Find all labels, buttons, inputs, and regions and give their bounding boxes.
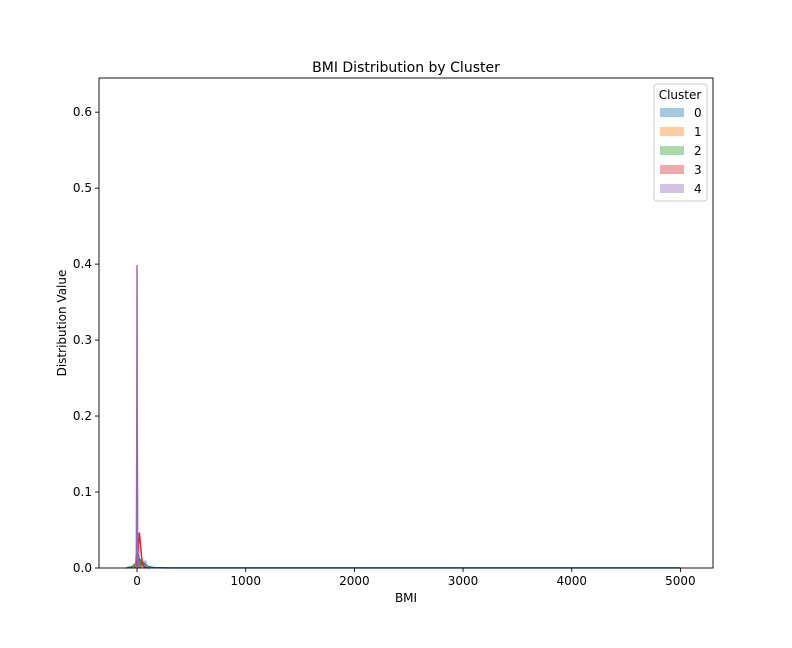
x-tick-label: 4000 bbox=[556, 574, 587, 588]
legend-swatch-3 bbox=[660, 165, 684, 174]
legend-label-3: 3 bbox=[694, 163, 702, 177]
hist-bar-2-1 bbox=[138, 563, 141, 568]
kde-line-4 bbox=[134, 264, 140, 569]
x-axis-ticks: 0 1000 2000 3000 4000 5000 bbox=[133, 568, 696, 588]
hist-bar-3-1 bbox=[139, 561, 142, 568]
y-tick-label: 0.3 bbox=[73, 333, 92, 347]
legend-label-0: 0 bbox=[694, 106, 702, 120]
x-tick-label: 2000 bbox=[339, 574, 370, 588]
legend-entries: 0 1 2 3 4 bbox=[660, 106, 702, 196]
legend-label-1: 1 bbox=[694, 125, 702, 139]
legend-swatch-0 bbox=[660, 108, 684, 117]
y-tick-label: 0.2 bbox=[73, 409, 92, 423]
legend-box bbox=[653, 83, 708, 202]
legend-swatch-1 bbox=[660, 127, 684, 136]
y-axis-ticks: 0.0 0.1 0.2 0.3 0.4 0.5 0.6 bbox=[73, 105, 99, 575]
series-4 bbox=[134, 264, 140, 569]
x-axis-label: BMI bbox=[395, 591, 417, 605]
legend-swatch-2 bbox=[660, 146, 684, 155]
y-axis-label: Distribution Value bbox=[55, 270, 69, 377]
chart-title: BMI Distribution by Cluster bbox=[312, 60, 500, 76]
hist-bar-1-1 bbox=[138, 561, 141, 568]
x-tick-label: 5000 bbox=[665, 574, 696, 588]
legend-label-2: 2 bbox=[694, 144, 702, 158]
y-tick-label: 0.4 bbox=[73, 257, 92, 271]
axes-frame bbox=[98, 77, 714, 569]
x-tick-label: 1000 bbox=[230, 574, 261, 588]
y-tick-label: 0.0 bbox=[73, 561, 92, 575]
legend-label-4: 4 bbox=[694, 182, 702, 196]
kde-line-3 bbox=[133, 532, 147, 569]
legend-title: Cluster bbox=[659, 88, 702, 102]
y-tick-label: 0.5 bbox=[73, 181, 92, 195]
legend-swatch-4 bbox=[660, 184, 684, 193]
x-tick-label: 0 bbox=[133, 574, 141, 588]
x-tick-label: 3000 bbox=[448, 574, 479, 588]
y-tick-label: 0.6 bbox=[73, 105, 92, 119]
y-tick-label: 0.1 bbox=[73, 485, 92, 499]
legend: Cluster 0 1 2 3 4 bbox=[653, 83, 708, 202]
